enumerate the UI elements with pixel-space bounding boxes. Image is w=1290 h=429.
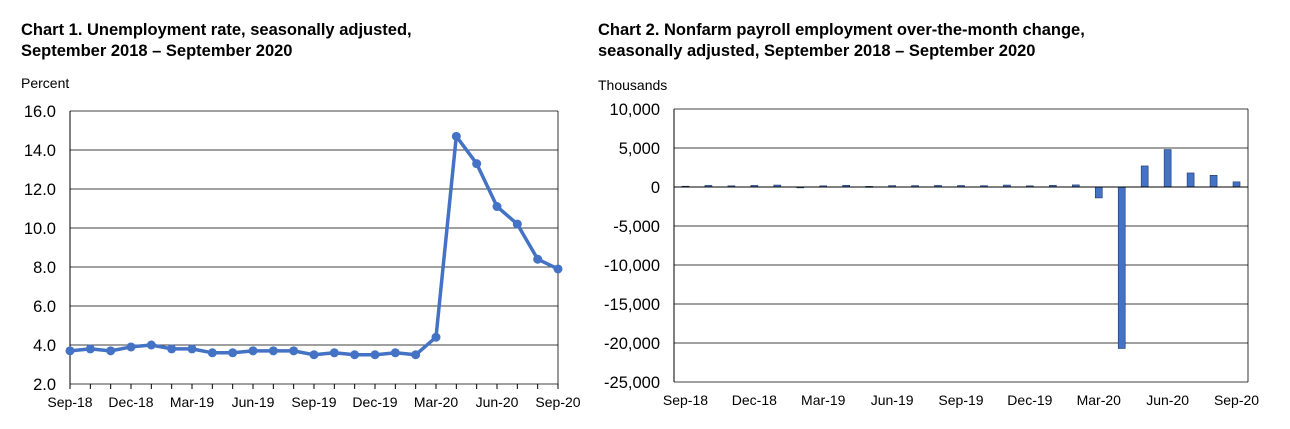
chart-2-x-tick-label: Sep-20 (1214, 392, 1259, 408)
chart-1-data-point (533, 254, 543, 264)
chart-1-data-point (309, 350, 319, 360)
chart-2-y-tick-label: -20,000 (604, 335, 660, 353)
chart-2-bar (1163, 149, 1172, 188)
chart-2-x-tick-label: Jun-19 (871, 392, 914, 408)
chart-2-x-tick-label: Mar-20 (1077, 392, 1122, 408)
chart-1-data-point (492, 202, 502, 212)
chart-1-data-point (350, 350, 360, 360)
chart-2-y-tick-label: -5,000 (613, 218, 660, 236)
chart-2-x-tick-label: Sep-19 (938, 392, 983, 408)
chart-1-y-tick-label: 6.0 (33, 298, 56, 316)
chart-1-series-line (69, 134, 559, 357)
chart-2-panel: Chart 2. Nonfarm payroll employment over… (590, 0, 1290, 429)
chart-2-x-tick-label: Sep-18 (663, 392, 708, 408)
chart-1-y-unit: Percent (21, 75, 70, 91)
chart-2-x-tick-label: Dec-19 (1007, 392, 1052, 408)
chart-1-data-point (472, 159, 482, 169)
chart-1-data-point (390, 348, 400, 358)
chart-2-bar (1094, 186, 1103, 199)
chart-2-y-tick-label: -10,000 (604, 257, 660, 275)
chart-1-data-point (126, 342, 136, 352)
chart-2-y-tick-label: 10,000 (610, 101, 660, 119)
chart-1-data-point (431, 332, 441, 342)
chart-1-data-point (228, 348, 238, 358)
chart-1-data-point (411, 350, 421, 360)
chart-1-data-point (187, 344, 197, 354)
chart-1-data-point (451, 131, 461, 141)
chart-1-data-point (553, 264, 563, 274)
chart-1-data-point (289, 346, 299, 356)
chart-1-x-tick-label: Mar-19 (170, 394, 215, 410)
chart-2-bar (1140, 165, 1149, 188)
chart-1-y-tick-label: 16.0 (24, 103, 56, 121)
chart-1-data-point (248, 346, 258, 356)
chart-1-data-point (85, 344, 95, 354)
chart-2-bar (1209, 175, 1218, 188)
chart-2-bar (1186, 172, 1195, 188)
chart-1-x-tick-label: Mar-20 (414, 394, 459, 410)
chart-1-x-tick-label: Sep-18 (47, 394, 92, 410)
chart-1-data-point (65, 346, 75, 356)
chart-1-data-point (370, 350, 380, 360)
chart-1-subtitle: September 2018 – September 2020 (21, 42, 293, 60)
chart-2-plot: 10,000 5,000 0 -5,000 -10,000 -15,000 -20,000 -… (604, 101, 1259, 408)
chart-1-y-tick-label: 10.0 (24, 220, 56, 238)
chart-1-y-tick-label: 12.0 (24, 181, 56, 199)
chart-1-y-tick-label: 8.0 (33, 259, 56, 277)
chart-1-title-line: Chart 1. Unemployment rate, seasonally a… (21, 21, 412, 39)
chart-2-y-tick-label: -15,000 (604, 296, 660, 314)
chart-2-title: Chart 2. Nonfarm payroll employment over… (598, 20, 1085, 62)
chart-1-data-point (268, 346, 278, 356)
chart-1-y-tick-label: 4.0 (33, 337, 56, 355)
chart-2-y-unit: Thousands (598, 77, 668, 93)
chart-1-x-tick-label: Sep-19 (291, 394, 336, 410)
chart-2-x-tick-label: Jun-20 (1146, 392, 1189, 408)
chart-2-x-tick-label: Dec-18 (732, 392, 777, 408)
chart-1-title: Chart 1. Unemployment rate, seasonally a… (21, 20, 412, 62)
chart-1-x-tick-label: Dec-18 (108, 394, 153, 410)
chart-1-x-tick-label: Dec-19 (352, 394, 397, 410)
chart-2-title-line: Chart 2. Nonfarm payroll employment over… (598, 21, 1085, 39)
chart-2-y-tick-label: 0 (651, 179, 660, 197)
chart-1-x-tick-label: Jun-19 (232, 394, 275, 410)
chart-1-x-tick-label: Sep-20 (535, 394, 580, 410)
chart-1-panel: Chart 1. Unemployment rate, seasonally a… (0, 0, 590, 429)
chart-1-data-point (329, 348, 339, 358)
chart-2-subtitle: seasonally adjusted, September 2018 – Se… (598, 42, 1036, 60)
chart-2-y-tick-label: 5,000 (619, 140, 660, 158)
chart-2-bar (1117, 186, 1126, 349)
chart-1-data-point (207, 348, 217, 358)
chart-2-y-tick-label: -25,000 (604, 374, 660, 392)
chart-1-x-tick-label: Jun-20 (476, 394, 519, 410)
chart-1-y-tick-label: 2.0 (33, 376, 56, 394)
chart-1-data-point (167, 344, 177, 354)
chart-1-data-point (146, 340, 156, 350)
chart-2-bar (1232, 181, 1241, 188)
chart-1-data-point (512, 219, 522, 229)
chart-1-y-tick-label: 14.0 (24, 142, 56, 160)
chart-2-x-tick-label: Mar-19 (801, 392, 846, 408)
chart-1-data-point (106, 346, 116, 356)
